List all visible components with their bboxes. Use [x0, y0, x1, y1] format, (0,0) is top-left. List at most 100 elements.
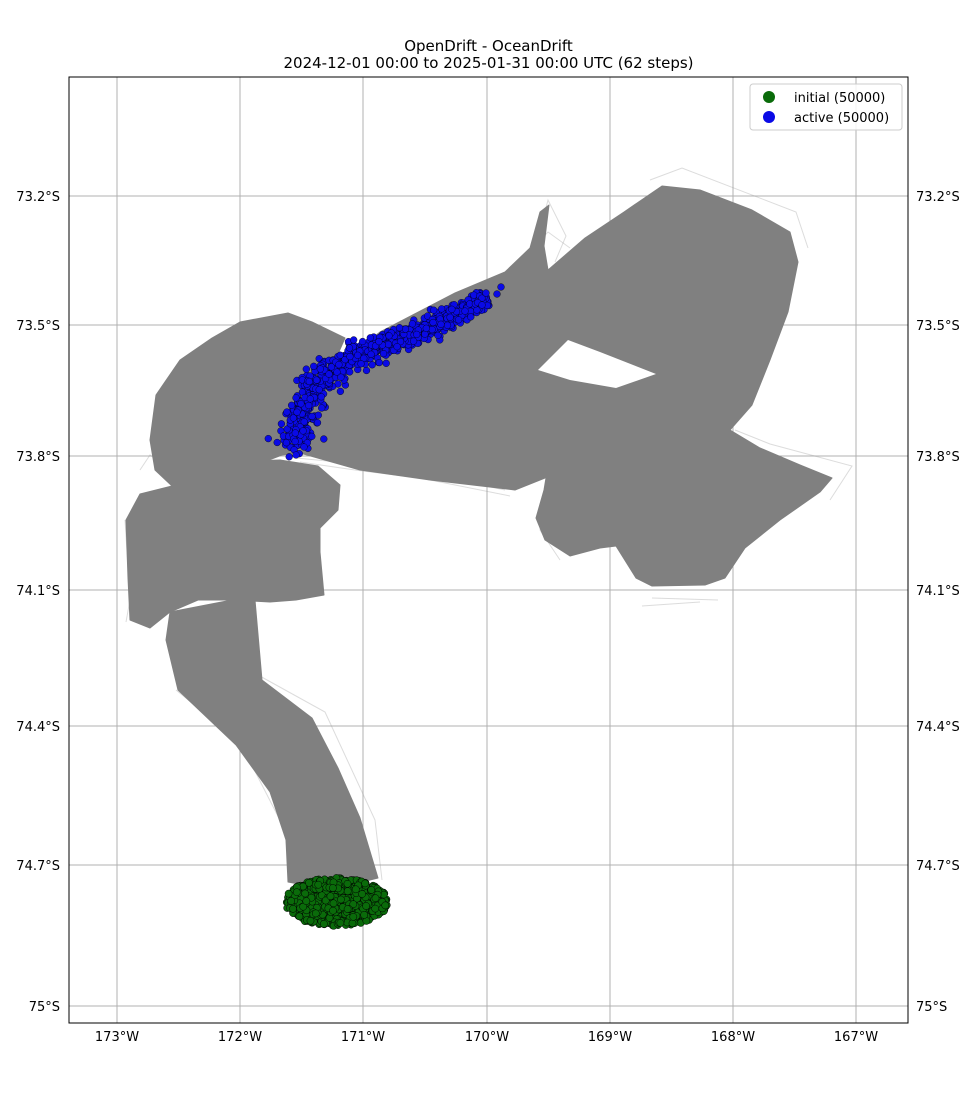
- active-particle: [408, 320, 417, 328]
- active-particle: [467, 313, 475, 321]
- active-particle: [367, 350, 375, 358]
- active-particle: [313, 376, 321, 384]
- initial-particle: [343, 887, 352, 896]
- lon-tick-label: 167°W: [834, 1030, 878, 1045]
- initial-particle: [302, 897, 311, 905]
- active-particle: [368, 361, 376, 369]
- active-particle: [291, 429, 299, 437]
- initial-particle: [360, 911, 369, 919]
- active-particle: [318, 404, 326, 412]
- initial-particle: [329, 906, 337, 915]
- active-particle: [382, 359, 390, 367]
- active-particle: [297, 400, 305, 408]
- active-particle: [325, 370, 333, 378]
- active-particle: [482, 289, 490, 297]
- active-particle: [430, 306, 438, 314]
- initial-particle: [295, 912, 304, 921]
- active-particle: [293, 408, 301, 416]
- active-particle: [308, 432, 316, 441]
- lat-tick-label: 75°S: [29, 1000, 60, 1015]
- active-particle: [422, 324, 430, 332]
- active-particle: [305, 401, 313, 410]
- active-particle: [375, 338, 383, 346]
- active-particle: [282, 439, 291, 447]
- initial-particle: [348, 919, 357, 928]
- active-particle: [401, 325, 410, 333]
- active-particle: [350, 336, 358, 344]
- initial-particle: [311, 909, 320, 918]
- initial-particle: [301, 889, 309, 898]
- active-particle: [446, 313, 454, 321]
- active-particle: [473, 306, 481, 314]
- initial-particle: [349, 900, 358, 909]
- active-particle: [448, 305, 456, 313]
- active-particle: [470, 291, 478, 299]
- initial-particle: [351, 885, 360, 894]
- legend-initial-marker: [763, 91, 775, 103]
- lat-tick-label: 73.5°S: [16, 319, 60, 334]
- legend-box: [749, 83, 903, 131]
- active-particle: [493, 290, 501, 298]
- lon-tick-label: 169°W: [588, 1030, 632, 1045]
- active-particle: [443, 321, 452, 329]
- lat-tick-label: 74.1°S: [16, 584, 60, 599]
- lat-tick-label: 73.8°S: [916, 450, 960, 465]
- active-particle: [396, 338, 405, 346]
- active-particle: [393, 343, 401, 351]
- active-particle: [336, 351, 344, 359]
- active-particle: [478, 301, 486, 309]
- active-particle: [273, 438, 281, 447]
- active-particle: [434, 331, 442, 340]
- active-particle: [346, 368, 354, 376]
- trajectory-swath: [124, 167, 853, 891]
- active-particle: [302, 365, 310, 373]
- active-particle: [300, 443, 308, 451]
- active-particle: [379, 350, 388, 358]
- active-particle: [410, 337, 418, 345]
- active-particle: [316, 365, 324, 373]
- legend: initial (50000) active (50000): [749, 83, 903, 131]
- map-subtitle: 2024-12-01 00:00 to 2025-01-31 00:00 UTC…: [283, 54, 694, 72]
- initial-particle: [371, 894, 380, 903]
- lat-tick-label: 73.2°S: [16, 190, 60, 205]
- active-particle: [335, 361, 343, 369]
- active-particle: [299, 427, 307, 435]
- lat-tick-label: 73.5°S: [916, 319, 960, 334]
- active-particle: [385, 332, 393, 340]
- active-particle: [375, 359, 383, 367]
- initial-particle: [306, 916, 315, 925]
- active-particles: [264, 283, 505, 461]
- active-particle: [305, 377, 313, 386]
- active-particle: [317, 393, 325, 401]
- active-particle: [289, 414, 298, 422]
- active-particle: [395, 324, 404, 332]
- active-particle: [291, 437, 299, 446]
- active-particle: [366, 334, 374, 342]
- initial-particle: [326, 892, 335, 901]
- active-particle: [306, 395, 314, 403]
- active-particle: [438, 305, 446, 313]
- active-particle: [300, 418, 308, 426]
- active-particle: [264, 435, 272, 443]
- lat-tick-labels-left: 73.2°S 73.5°S 73.8°S 74.1°S 74.4°S 74.7°…: [16, 190, 60, 1015]
- lat-tick-label: 74.4°S: [916, 720, 960, 735]
- lat-tick-label: 74.7°S: [916, 859, 960, 874]
- active-particle: [357, 360, 365, 368]
- lat-tick-label: 73.8°S: [16, 450, 60, 465]
- active-particle: [461, 307, 469, 315]
- active-particle: [327, 363, 336, 371]
- lon-tick-label: 171°W: [341, 1030, 385, 1045]
- active-particle: [346, 353, 354, 361]
- initial-particle: [343, 905, 352, 913]
- initial-particle: [305, 878, 313, 887]
- active-particle: [314, 411, 322, 419]
- lat-tick-label: 74.7°S: [16, 859, 60, 874]
- active-particle: [308, 412, 316, 421]
- lon-tick-label: 172°W: [218, 1030, 262, 1045]
- active-particle: [315, 386, 323, 394]
- active-particle: [429, 318, 437, 327]
- initial-particle: [336, 919, 345, 927]
- active-particle: [497, 283, 505, 291]
- active-particle: [359, 337, 367, 346]
